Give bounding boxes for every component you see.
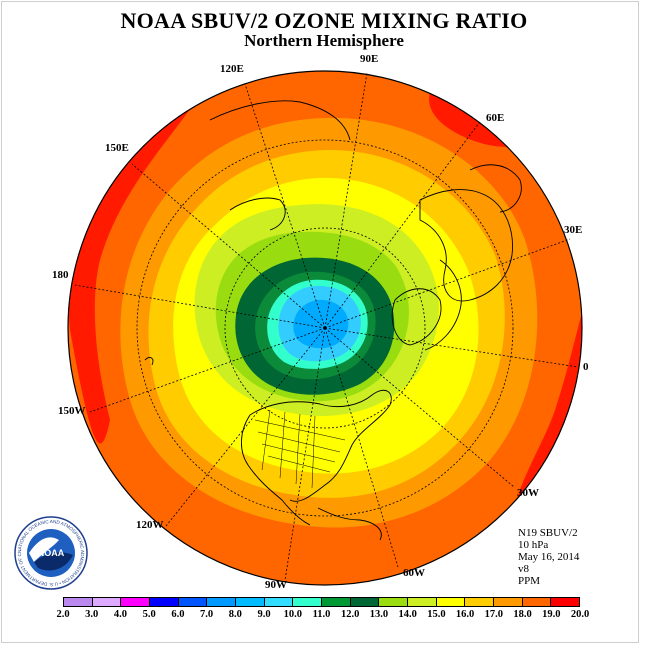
lon-label-30e: 30E: [564, 224, 582, 236]
colorbar-tick-label: 18.0: [513, 609, 532, 620]
north-america-east-coast: [249, 389, 392, 502]
lon-label-150e: 150E: [105, 142, 129, 154]
colorbar-bin: [207, 598, 237, 606]
lon-label-60e: 60E: [486, 112, 504, 124]
coastlines: [144, 100, 522, 541]
colorbar-bin: [293, 598, 323, 606]
colorbar-tick-label: 3.0: [85, 609, 99, 620]
scandinavia-coast: [424, 259, 462, 351]
pressure-level-label: 10 hPa: [518, 539, 549, 551]
map-subtitle: Northern Hemisphere: [244, 31, 404, 50]
colorbar-tick-label: 17.0: [484, 609, 504, 620]
colorbar-bin: [494, 598, 523, 606]
colorbar-bin: [465, 598, 495, 606]
colorbar-bin: [522, 598, 552, 606]
hawaii: [144, 357, 154, 366]
noaa-logo: NATIONAL OCEANIC AND ATMOSPHERIC ADMINIS…: [14, 516, 88, 590]
colorbar-tick-label: 14.0: [398, 609, 417, 620]
colorbar-bin: [436, 598, 466, 606]
figure-frame: [1, 1, 639, 643]
colorbar-tick-label: 19.0: [542, 609, 561, 620]
svg-text:NOAA: NOAA: [38, 548, 65, 558]
greenland: [391, 288, 442, 346]
colorbar-tick-label: 6.0: [171, 609, 185, 620]
lon-label-120w: 120W: [136, 519, 164, 531]
colorbar-bin: [379, 598, 409, 606]
date-label: May 16, 2014: [518, 551, 580, 563]
asia-coast: [469, 164, 522, 213]
map-title: NOAA SBUV/2 OZONE MIXING RATIO: [120, 8, 528, 33]
lon-label-90e: 90E: [360, 53, 378, 65]
colorbar-bin: [408, 598, 437, 606]
colorbar-tick-label: 12.0: [341, 609, 360, 620]
lon-label-0: 0: [583, 361, 589, 373]
colorbar-bin: [322, 598, 351, 606]
version-label: v8: [518, 563, 529, 575]
colorbar-tick-label: 15.0: [427, 609, 446, 620]
lon-label-180: 180: [52, 269, 69, 281]
colorbar-tick-label: 7.0: [200, 609, 214, 620]
lon-label-90w: 90W: [265, 579, 287, 591]
colorbar-bin: [264, 598, 294, 606]
satellite-label: N19 SBUV/2: [518, 527, 578, 539]
colorbar-tick-label: 13.0: [369, 609, 389, 620]
colorbar: [63, 597, 580, 607]
colorbar-tick-label: 9.0: [257, 609, 271, 620]
colorbar-tick-label: 8.0: [228, 609, 242, 620]
eurasia-outline: [419, 189, 513, 302]
colorbar-ticks: 2.0 3.0 4.0 5.0 6.0 7.0 8.0 9.0 10.0 11.0 12.0 13.0…: [56, 609, 589, 621]
arctic-islands: [229, 197, 286, 231]
colorbar-bin: [236, 598, 265, 606]
map-boundary: [67, 70, 583, 586]
colorbar-bin: [551, 598, 580, 606]
colorbar-tick-label: 4.0: [113, 609, 127, 620]
colorbar-bin: [178, 598, 208, 606]
colorbar-tick-label: 2.0: [56, 609, 70, 620]
colorbar-bin: [150, 598, 179, 606]
colorbar-tick-label: 16.0: [455, 609, 475, 620]
colorbar-tick-label: 20.0: [570, 609, 590, 620]
colorbar-tick-label: 5.0: [142, 609, 156, 620]
us-state-lines: [254, 409, 346, 489]
colorbar-bin: [92, 598, 122, 606]
lon-label-30w: 30W: [517, 487, 539, 499]
colorbar-bin: [350, 598, 380, 606]
lon-label-120e: 120E: [220, 63, 244, 75]
graticule: [74, 72, 579, 581]
colorbar-tick-label: 10.0: [283, 609, 302, 620]
colorbar-bin: [64, 598, 93, 606]
colorbar-tick-label: 11.0: [312, 609, 331, 620]
siberia-coast: [209, 100, 351, 141]
lon-label-150w: 150W: [58, 405, 86, 417]
data-info-block: N19 SBUV/2 10 hPa May 16, 2014 v8 PPM: [518, 527, 579, 587]
central-america: [317, 507, 382, 541]
lon-label-60w: 60W: [403, 567, 425, 579]
units-label: PPM: [518, 575, 541, 587]
colorbar-bin: [121, 598, 151, 606]
